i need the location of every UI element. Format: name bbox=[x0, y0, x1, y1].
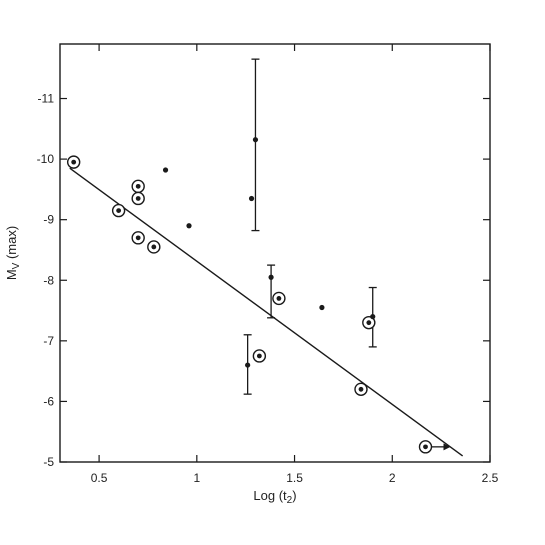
x-axis-title-end: ) bbox=[292, 488, 296, 503]
y-tick-label: -9 bbox=[43, 213, 54, 227]
fit-line-group bbox=[69, 167, 464, 457]
fit-line bbox=[69, 167, 464, 457]
y-axis-title-subscript: V bbox=[11, 262, 22, 269]
data-point bbox=[248, 195, 255, 202]
circled-point-dot bbox=[135, 196, 141, 201]
x-axis-ticks: 0.5 1 1.5 2 2.5 bbox=[91, 44, 499, 485]
data-point bbox=[245, 362, 251, 368]
y-tick-label: -11 bbox=[38, 92, 55, 106]
x-tick-label: 1 bbox=[193, 471, 200, 485]
x-tick-label: 2 bbox=[389, 471, 396, 485]
y-axis-title: MV (max) bbox=[4, 226, 22, 280]
circled-point-dot bbox=[151, 244, 157, 250]
data-point bbox=[370, 314, 376, 320]
y-tick-label: -5 bbox=[43, 455, 54, 469]
x-tick-label: 1.5 bbox=[286, 471, 303, 485]
data-point bbox=[319, 304, 325, 311]
y-tick-label: -6 bbox=[43, 394, 54, 408]
limit-arrow-head bbox=[443, 443, 451, 451]
circled-point-dot bbox=[358, 386, 364, 392]
x-axis-title: Log (t2) bbox=[253, 488, 296, 506]
y-tick-label: -8 bbox=[43, 273, 54, 287]
y-axis-ticks: -5 -6 -7 -8 -9 -10 -11 bbox=[37, 92, 490, 469]
data-point bbox=[162, 167, 169, 173]
circled-point-dot bbox=[71, 159, 77, 165]
y-axis-title-end: (max) bbox=[4, 226, 19, 263]
data-point bbox=[268, 274, 274, 280]
circled-point-dot bbox=[276, 296, 282, 301]
circled-point-dot bbox=[256, 353, 262, 359]
data-points bbox=[66, 137, 451, 454]
data-point bbox=[186, 223, 192, 229]
circled-point-dot bbox=[116, 208, 122, 213]
x-axis-title-subscript: 2 bbox=[287, 495, 293, 506]
x-tick-label: 0.5 bbox=[91, 471, 108, 485]
plot-frame bbox=[59, 43, 491, 463]
y-tick-label: -7 bbox=[43, 334, 54, 348]
data-point bbox=[252, 137, 259, 143]
circled-point-dot bbox=[366, 320, 372, 326]
circled-point-dot bbox=[135, 235, 141, 241]
y-tick-label: -10 bbox=[37, 152, 55, 166]
circled-point-dot bbox=[135, 183, 141, 189]
circled-point-dot bbox=[423, 444, 428, 450]
x-tick-label: 2.5 bbox=[482, 471, 499, 485]
